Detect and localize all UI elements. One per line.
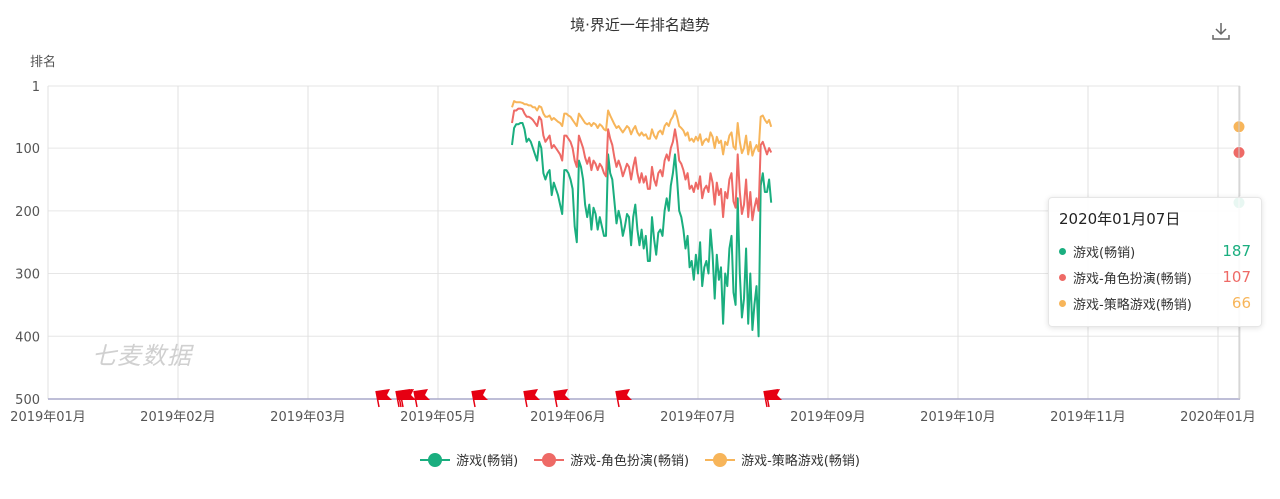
y-tick-label: 300 bbox=[15, 268, 40, 283]
flag-icon[interactable] bbox=[471, 389, 488, 408]
x-tick-label: 2019年01月 bbox=[10, 410, 86, 425]
legend-label: 游戏-角色扮演(畅销) bbox=[570, 454, 690, 469]
series-line bbox=[511, 107, 773, 222]
tooltip-row: 游戏-策略游戏(畅销) 66 bbox=[1059, 290, 1251, 316]
flag-icon[interactable] bbox=[375, 389, 392, 408]
legend: 游戏(畅销) 游戏-角色扮演(畅销) 游戏-策略游戏(畅销) bbox=[0, 450, 1280, 469]
x-tick-label: 2020年01月 bbox=[1180, 410, 1256, 425]
tooltip-dot bbox=[1059, 247, 1066, 255]
tooltip-value: 187 bbox=[1222, 242, 1251, 260]
legend-marker bbox=[534, 452, 565, 467]
x-tick-label: 2019年07月 bbox=[660, 410, 736, 425]
y-tick-label: 1 bbox=[32, 80, 40, 95]
flag-icon[interactable] bbox=[413, 389, 430, 408]
tooltip-value: 107 bbox=[1222, 268, 1251, 286]
legend-label: 游戏-策略游戏(畅销) bbox=[741, 454, 860, 469]
x-tick-label: 2019年03月 bbox=[270, 410, 346, 425]
x-tick-label: 2019年06月 bbox=[530, 410, 606, 425]
tooltip: 2020年01月07日 游戏(畅销) 187 游戏-角色扮演(畅销) 107 游… bbox=[1048, 197, 1262, 327]
legend-marker bbox=[705, 452, 736, 467]
legend-item[interactable]: 游戏(畅销) bbox=[420, 450, 518, 469]
y-tick-label: 200 bbox=[15, 205, 40, 220]
y-axis-label: 排名 bbox=[30, 54, 56, 70]
flag-icon[interactable] bbox=[615, 389, 632, 408]
y-tick-label: 400 bbox=[15, 330, 40, 345]
y-tick-label: 500 bbox=[15, 393, 40, 408]
flag-icon[interactable] bbox=[399, 389, 416, 408]
x-tick-label: 2019年02月 bbox=[140, 410, 216, 425]
tooltip-row: 游戏-角色扮演(畅销) 107 bbox=[1059, 264, 1251, 290]
tooltip-dot bbox=[1059, 299, 1066, 307]
tooltip-dot bbox=[1059, 273, 1066, 281]
tooltip-value: 66 bbox=[1231, 294, 1251, 312]
download-icon bbox=[1212, 23, 1230, 40]
tooltip-series-name: 游戏(畅销) bbox=[1073, 245, 1136, 261]
tooltip-date: 2020年01月07日 bbox=[1059, 210, 1181, 228]
series-line bbox=[511, 100, 773, 157]
series-line bbox=[511, 122, 773, 338]
chart-title: 境·界近一年排名趋势 bbox=[570, 16, 710, 34]
legend-item[interactable]: 游戏-策略游戏(畅销) bbox=[705, 450, 860, 469]
x-tick-label: 2019年10月 bbox=[920, 410, 996, 425]
download-button[interactable] bbox=[1210, 20, 1232, 42]
watermark: 七麦数据 bbox=[92, 342, 192, 370]
tooltip-series-name: 游戏-策略游戏(畅销) bbox=[1073, 297, 1192, 313]
flag-icon[interactable] bbox=[765, 389, 782, 408]
tooltip-series-name: 游戏-角色扮演(畅销) bbox=[1073, 271, 1192, 287]
flag-icon[interactable] bbox=[553, 389, 570, 408]
flag-icon[interactable] bbox=[523, 389, 540, 408]
legend-label: 游戏(畅销) bbox=[456, 454, 519, 469]
x-tick-label: 2019年11月 bbox=[1050, 410, 1126, 425]
x-tick-label: 2019年05月 bbox=[400, 410, 476, 425]
tooltip-row: 游戏(畅销) 187 bbox=[1059, 238, 1251, 264]
x-tick-label: 2019年09月 bbox=[790, 410, 866, 425]
legend-marker bbox=[420, 452, 451, 467]
y-tick-label: 100 bbox=[15, 142, 40, 157]
legend-item[interactable]: 游戏-角色扮演(畅销) bbox=[534, 450, 689, 469]
